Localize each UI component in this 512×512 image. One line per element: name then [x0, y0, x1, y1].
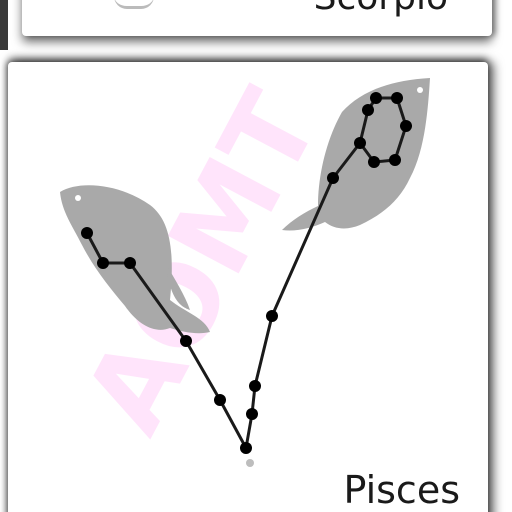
star — [327, 172, 339, 184]
faint-star — [246, 459, 254, 467]
scorpio-card-label: Scorpio — [314, 0, 448, 16]
star — [180, 335, 192, 347]
star — [389, 154, 401, 166]
scorpio-card[interactable]: Scorpio — [22, 0, 492, 36]
star — [354, 137, 366, 149]
star — [368, 156, 380, 168]
star — [240, 442, 252, 454]
star — [391, 92, 403, 104]
star — [249, 380, 261, 392]
star — [124, 257, 136, 269]
star — [362, 104, 374, 116]
star — [370, 92, 382, 104]
scorpio-symbol-fragment — [114, 0, 154, 9]
star — [214, 394, 226, 406]
left-fish-icon — [60, 185, 210, 334]
star — [266, 310, 278, 322]
star — [246, 408, 258, 420]
star — [81, 227, 93, 239]
star — [400, 120, 412, 132]
edge-strip — [0, 0, 8, 50]
pisces-caption: Pisces — [343, 468, 460, 512]
constellation-stars — [81, 92, 412, 467]
star — [97, 257, 109, 269]
